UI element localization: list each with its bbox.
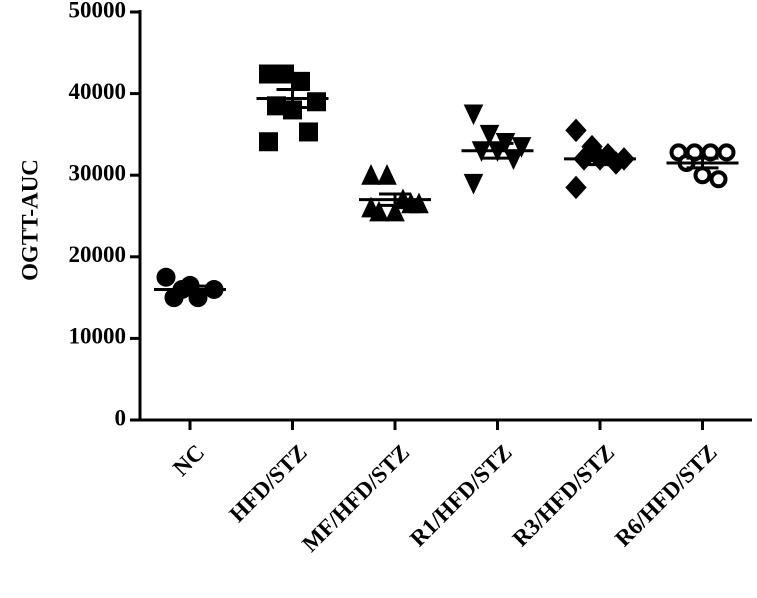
y-tick-label: 0: [115, 405, 127, 430]
data-point: [693, 166, 712, 185]
x-tick-label: R1/HFD/STZ: [405, 440, 517, 552]
data-point: [511, 137, 532, 158]
y-tick-label: 40000: [69, 79, 127, 104]
data-point: [479, 124, 500, 146]
x-tick-label: R6/HFD/STZ: [610, 440, 722, 552]
data-point: [385, 200, 405, 222]
data-point: [565, 175, 587, 200]
y-tick-label: 20000: [69, 242, 127, 267]
data-point: [307, 92, 326, 112]
y-tick-label: 30000: [69, 160, 127, 185]
data-point: [259, 64, 278, 84]
x-tick-label: HFD/STZ: [224, 440, 311, 527]
data-point: [156, 267, 176, 287]
y-tick-label: 10000: [69, 324, 127, 349]
x-tick-label: MF/HFD/STZ: [297, 440, 414, 557]
y-axis-label: OGTT-AUC: [17, 159, 42, 281]
x-tick-label: R3/HFD/STZ: [508, 440, 620, 552]
data-point: [259, 132, 278, 152]
data-point: [291, 71, 310, 91]
data-point: [463, 173, 484, 195]
data-point: [377, 164, 397, 185]
data-point: [709, 170, 728, 189]
x-tick-label: NC: [168, 440, 209, 481]
data-point: [361, 196, 381, 218]
data-point: [401, 192, 421, 214]
data-point: [299, 122, 318, 142]
data-point: [717, 143, 736, 162]
y-tick-label: 50000: [69, 0, 127, 22]
data-point: [463, 104, 484, 126]
data-point: [565, 118, 587, 143]
data-point: [361, 164, 381, 185]
data-point: [275, 64, 294, 84]
